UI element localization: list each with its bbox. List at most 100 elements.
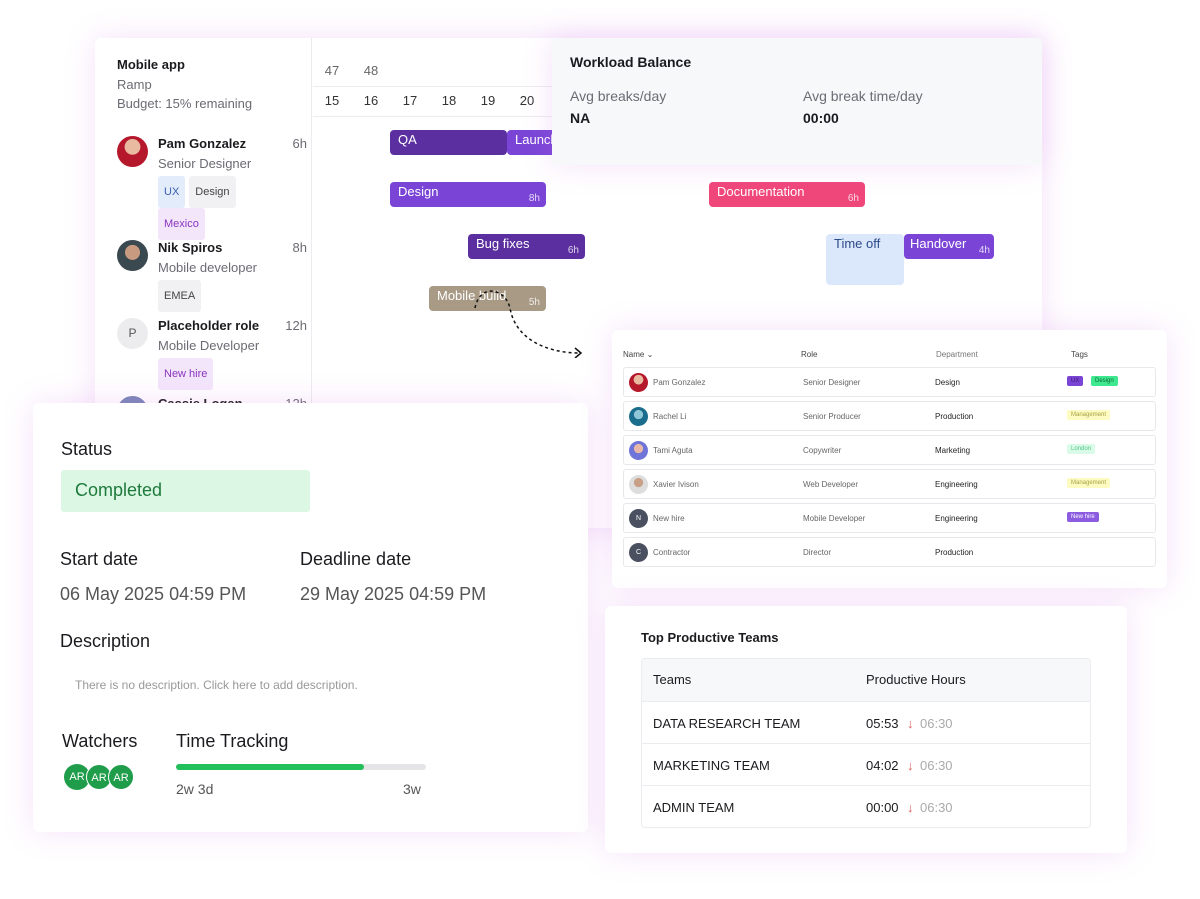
tag: Management: [1067, 478, 1111, 488]
task-bar-mobile-build[interactable]: Mobile build 5h: [429, 286, 546, 311]
tag: EMEA: [158, 280, 202, 312]
table-row[interactable]: Pam Gonzalez Senior Designer Design UX Des…: [623, 367, 1156, 397]
metric-label: Avg breaks/day: [570, 88, 667, 104]
avatar: [629, 373, 648, 392]
task-hours: 6h: [847, 193, 859, 204]
description-field[interactable]: There is no description. Click here to a…: [75, 678, 358, 692]
time-tracking-label: Time Tracking: [176, 731, 289, 751]
day-label: 15: [324, 93, 340, 108]
status-badge[interactable]: Completed: [61, 470, 310, 512]
table-row[interactable]: N New hire Mobile Developer Engineering N…: [623, 503, 1156, 533]
cell-name: Contractor: [653, 548, 691, 557]
cell-department: Marketing: [935, 446, 971, 455]
target-hours: 06:30: [920, 716, 953, 731]
task-label: Time off: [834, 236, 881, 251]
person-name: Pam Gonzalez: [158, 136, 247, 151]
tag: Mexico: [158, 208, 205, 240]
avatar: [629, 475, 648, 494]
table-row: MARKETING TEAM 04:02 ↓ 06:30: [642, 743, 1090, 785]
task-bar-bug-fixes[interactable]: Bug fixes 6h: [468, 234, 585, 259]
column-header-department[interactable]: Department: [936, 350, 978, 359]
deadline-label: Deadline date: [300, 549, 412, 569]
cell-name: Rachel Li: [653, 412, 687, 421]
person-name: Placeholder role: [158, 318, 260, 333]
deadline-value[interactable]: 29 May 2025 04:59 PM: [300, 584, 487, 604]
status-label: Status: [61, 439, 113, 459]
task-hours: 4h: [978, 245, 990, 256]
column-header: Productive Hours: [866, 672, 966, 687]
watcher-avatars[interactable]: AR AR AR: [64, 764, 134, 792]
cell-role: Copywriter: [803, 446, 842, 455]
avatar: [117, 240, 148, 271]
cell-role: Web Developer: [803, 480, 858, 489]
start-date-value[interactable]: 06 May 2025 04:59 PM: [60, 584, 247, 604]
target-hours: 06:30: [920, 800, 953, 815]
tag: London: [1067, 444, 1096, 454]
cell-role: Mobile Developer: [803, 514, 866, 523]
cell-department: Engineering: [935, 480, 978, 489]
team-name: MARKETING TEAM: [653, 758, 770, 773]
table-row[interactable]: C Contractor Director Production: [623, 537, 1156, 567]
tag: Design: [1091, 376, 1118, 386]
task-hours: 6h: [567, 245, 579, 256]
tag: New hire: [158, 358, 214, 390]
person-hours: 12h: [285, 318, 307, 333]
team-name: ADMIN TEAM: [653, 800, 735, 815]
watchers-label: Watchers: [62, 731, 138, 751]
table-row[interactable]: Rachel Li Senior Producer Production Mana…: [623, 401, 1156, 431]
person-hours: 6h: [292, 136, 307, 151]
avatar: [629, 407, 648, 426]
cell-role: Senior Designer: [803, 378, 861, 387]
column-header-name[interactable]: Name ⌄: [623, 350, 654, 359]
team-name: DATA RESEARCH TEAM: [653, 716, 801, 731]
task-bar-handover[interactable]: Handover 4h: [904, 234, 994, 259]
column-header-tags[interactable]: Tags: [1071, 350, 1088, 359]
table-row[interactable]: Tami Aguta Copywriter Marketing London: [623, 435, 1156, 465]
metric-label: Avg break time/day: [803, 88, 923, 104]
person-role: Senior Designer: [158, 156, 252, 171]
cell-role: Director: [803, 548, 832, 557]
target-hours: 06:30: [920, 758, 953, 773]
budget: Budget: 15% remaining: [117, 96, 253, 111]
metric-value: 00:00: [803, 110, 839, 126]
table-row[interactable]: Xavier Ivison Web Developer Engineering M…: [623, 469, 1156, 499]
cell-role: Senior Producer: [803, 412, 861, 421]
chevron-down-icon: ⌄: [646, 350, 654, 359]
cell-department: Design: [935, 378, 960, 387]
workload-balance-card: Workload Balance Avg breaks/day NA Avg b…: [552, 38, 1042, 165]
arrow-down-icon: ↓: [907, 800, 914, 815]
task-bar-design[interactable]: Design 8h: [390, 182, 546, 207]
task-label: Documentation: [717, 184, 805, 199]
day-label: 19: [480, 93, 496, 108]
top-productive-teams-card: Top Productive Teams Teams Productive Ho…: [605, 606, 1127, 853]
task-label: Launch: [515, 132, 558, 147]
teams-table: Teams Productive Hours DATA RESEARCH TEA…: [641, 658, 1091, 828]
productive-hours: 05:53: [866, 716, 899, 731]
tag: UX: [158, 176, 186, 208]
avatar: N: [629, 509, 648, 528]
project-title: Mobile app: [117, 57, 185, 72]
description-label: Description: [60, 631, 151, 651]
person-role: Mobile Developer: [158, 338, 260, 353]
avatar: [117, 136, 148, 167]
cell-department: Engineering: [935, 514, 978, 523]
week-label: 48: [363, 63, 379, 78]
column-header: Teams: [653, 672, 692, 687]
task-bar-qa[interactable]: QA: [390, 130, 507, 155]
cell-name: New hire: [653, 514, 685, 523]
column-header-role[interactable]: Role: [801, 350, 818, 359]
table-row: ADMIN TEAM 00:00 ↓ 06:30: [642, 785, 1090, 827]
time-off-block[interactable]: Time off: [826, 234, 904, 285]
productive-hours: 00:00: [866, 800, 899, 815]
task-bar-documentation[interactable]: Documentation 6h: [709, 182, 865, 207]
arrow-down-icon: ↓: [907, 716, 914, 731]
task-label: Design: [398, 184, 439, 199]
week-label: 47: [324, 63, 340, 78]
person-hours: 8h: [292, 240, 307, 255]
metric-value: NA: [570, 110, 591, 126]
task-hours: 8h: [528, 193, 540, 204]
start-date-label: Start date: [60, 549, 139, 569]
avatar: AR: [86, 764, 112, 790]
table-row: DATA RESEARCH TEAM 05:53 ↓ 06:30: [642, 701, 1090, 743]
task-label: Bug fixes: [476, 236, 530, 251]
